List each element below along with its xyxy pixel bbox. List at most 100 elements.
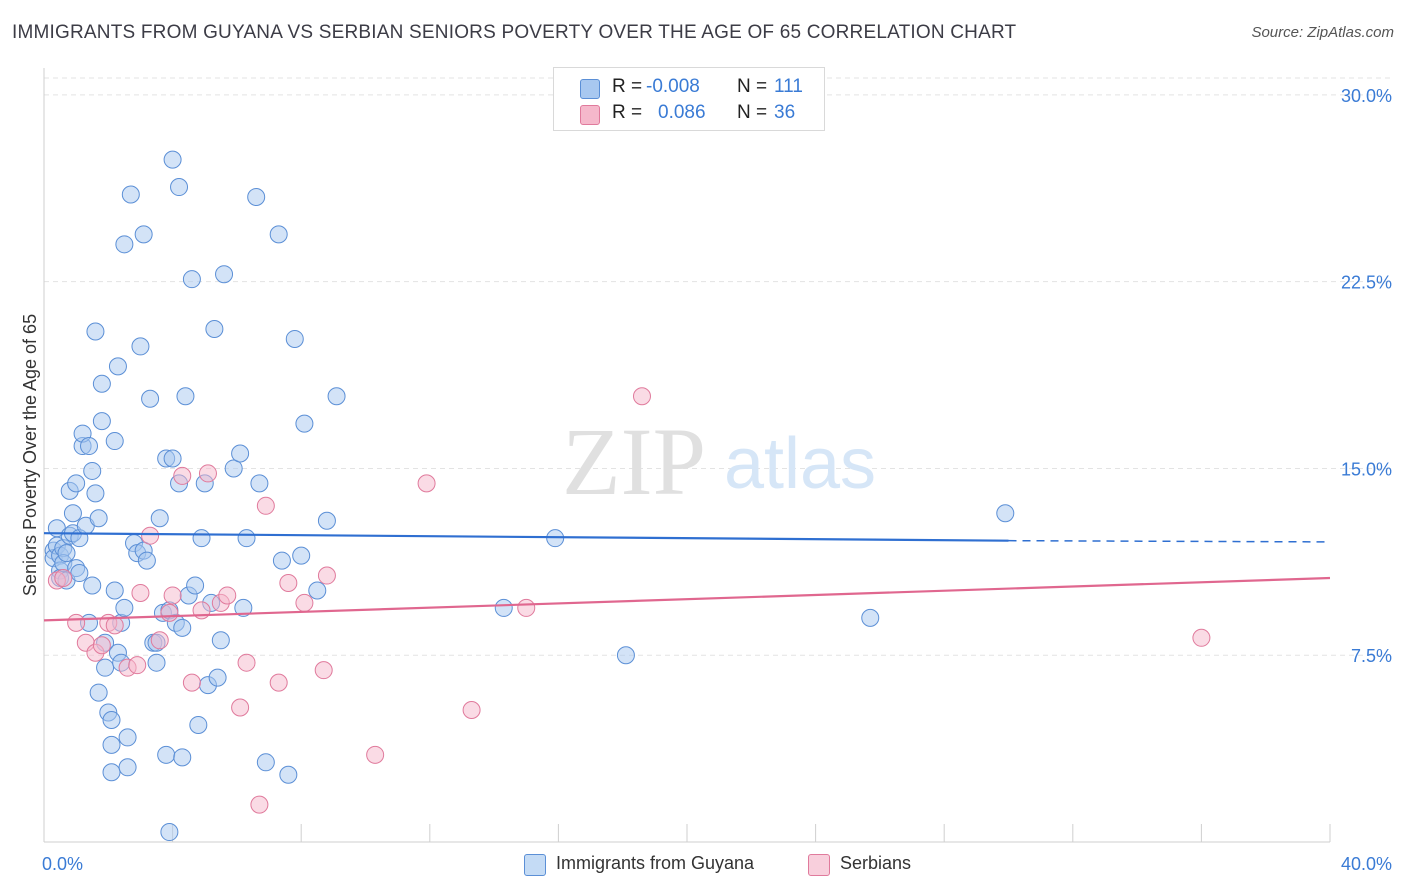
r-label: R =: [612, 102, 643, 123]
guyana-point: [67, 474, 86, 493]
serbians-point: [128, 656, 147, 675]
guyana-point: [102, 710, 121, 729]
guyana-point: [256, 753, 275, 772]
serbians-point: [163, 586, 182, 605]
serbians-point: [279, 574, 298, 593]
guyana-point: [247, 188, 266, 207]
guyana-point: [170, 178, 189, 197]
guyana-point: [83, 576, 102, 595]
guyana-point: [118, 728, 137, 747]
n-value: 36: [774, 102, 796, 123]
serbians-point: [105, 616, 124, 635]
guyana-point: [115, 598, 134, 617]
serbians-point: [250, 795, 269, 814]
guyana-point: [861, 608, 880, 627]
serbians-point: [198, 464, 217, 483]
y-tick-label: 15.0%: [1341, 459, 1392, 479]
guyana-point: [224, 459, 243, 478]
serbians-point: [256, 496, 275, 515]
guyana-point: [176, 387, 195, 406]
trend-lines: [43, 532, 1331, 622]
n-label: N =: [737, 102, 768, 123]
guyana-point: [285, 329, 304, 348]
serbians-point: [150, 631, 169, 650]
serbians-point: [295, 593, 314, 612]
serbians-point: [141, 526, 160, 545]
serbians-point: [67, 613, 86, 632]
axes: [43, 68, 1331, 843]
serbians-point: [269, 673, 288, 692]
correlation-legend: R = -0.008 N = 111 R = 0.086 N = 36: [553, 67, 825, 131]
r-value: -0.008: [646, 76, 700, 97]
grid-lines: [44, 77, 1392, 656]
guyana-point: [173, 618, 192, 637]
series-legend: Immigrants from Guyana Serbians: [0, 852, 1406, 878]
guyana-point: [182, 270, 201, 289]
guyana-point: [57, 544, 76, 563]
serbians-point: [462, 701, 481, 720]
guyana-point: [147, 653, 166, 672]
guyana-point: [317, 511, 336, 530]
x-tick-label: 0.0%: [42, 854, 83, 874]
chart-title: IMMIGRANTS FROM GUYANA VS SERBIAN SENIOR…: [12, 22, 1017, 43]
guyana-point: [108, 357, 127, 376]
guyana-point: [89, 683, 108, 702]
guyana-point: [163, 449, 182, 468]
guyana-legend-swatch: [524, 854, 546, 876]
source-label: Source: ZipAtlas.com: [1251, 24, 1394, 41]
guyana-point: [163, 150, 182, 169]
guyana-point: [160, 823, 179, 842]
guyana-point: [173, 748, 192, 767]
guyana-point: [118, 758, 137, 777]
guyana-point: [327, 387, 346, 406]
guyana-point: [102, 735, 121, 754]
guyana-point: [131, 337, 150, 356]
serbians-swatch: [580, 105, 600, 125]
guyana-point: [308, 581, 327, 600]
legend-label-guyana: Immigrants from Guyana: [556, 853, 755, 873]
serbians-trend-line: [43, 576, 1331, 622]
guyana-point: [215, 265, 234, 284]
guyana-point: [105, 581, 124, 600]
guyana-point: [92, 374, 111, 393]
guyana-point: [269, 225, 288, 244]
serbians-point: [182, 673, 201, 692]
guyana-point: [186, 576, 205, 595]
guyana-point: [92, 412, 111, 431]
guyana-point: [141, 389, 160, 408]
tick-labels: 7.5% 15.0% 22.5% 30.0% 0.0% 40.0%: [42, 86, 1392, 874]
guyana-point: [89, 509, 108, 528]
y-tick-label: 30.0%: [1341, 86, 1392, 106]
guyana-point: [121, 185, 140, 204]
guyana-point: [237, 529, 256, 548]
guyana-point: [279, 765, 298, 784]
guyana-point: [234, 598, 253, 617]
guyana-point: [192, 529, 211, 548]
data-points: [44, 150, 1211, 842]
guyana-point: [208, 668, 227, 687]
guyana-point: [292, 546, 311, 565]
guyana-point: [83, 461, 102, 480]
guyana-point: [86, 322, 105, 341]
serbians-legend-swatch: [808, 854, 830, 876]
y-tick-label: 7.5%: [1351, 646, 1392, 666]
guyana-point: [189, 715, 208, 734]
y-tick-label: 22.5%: [1341, 273, 1392, 293]
guyana-point: [211, 631, 230, 650]
guyana-point: [616, 646, 635, 665]
guyana-point: [63, 504, 82, 523]
serbians-point: [1192, 628, 1211, 647]
guyana-point: [250, 474, 269, 493]
guyana-point: [272, 551, 291, 570]
serbians-point: [517, 598, 536, 617]
serbians-point: [231, 698, 250, 717]
guyana-point: [105, 432, 124, 451]
y-axis-label: Seniors Poverty Over the Age of 65: [20, 314, 40, 596]
serbians-point: [632, 387, 651, 406]
guyana-point: [134, 225, 153, 244]
n-value: 111: [774, 76, 803, 97]
r-label: R =: [612, 76, 643, 97]
guyana-point: [102, 763, 121, 782]
watermark-atlas: atlas: [724, 424, 876, 504]
